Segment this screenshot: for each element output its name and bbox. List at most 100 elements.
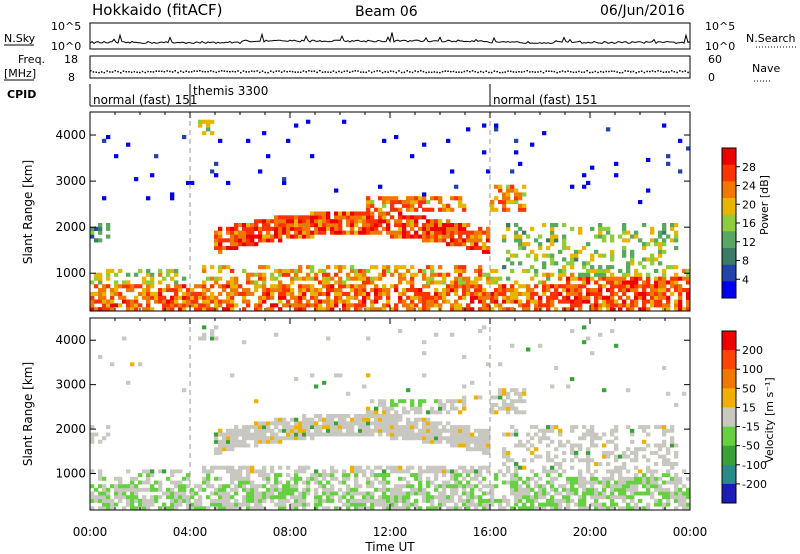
velocity-cell [282, 436, 287, 441]
velocity-cell [562, 450, 567, 455]
freq-point [635, 72, 637, 74]
power-cell [366, 268, 371, 274]
velocity-cell [446, 436, 451, 441]
velocity-cell [534, 473, 539, 478]
freq-point [395, 71, 397, 74]
colorbar-tick-label: 24 [742, 180, 756, 193]
power-cell [302, 307, 307, 312]
power-cell [346, 223, 351, 228]
velocity-cell [506, 454, 511, 459]
velocity-cell [294, 484, 299, 489]
power-cell [658, 276, 663, 281]
power-cell [422, 307, 427, 312]
velocity-cell [570, 329, 575, 334]
power-cell [342, 280, 347, 285]
velocity-cell [146, 469, 151, 474]
power-cell [686, 272, 691, 277]
velocity-cell [554, 498, 559, 503]
velocity-cell [242, 502, 247, 507]
velocity-cell [538, 491, 543, 496]
velocity-cell [458, 484, 463, 489]
velocity-cell [618, 473, 623, 478]
power-cell [462, 276, 467, 281]
power-cell [382, 272, 387, 277]
velocity-cell [486, 450, 491, 455]
power-cell [210, 284, 215, 289]
velocity-cell [474, 495, 479, 500]
power-cell [214, 276, 219, 281]
velocity-cell [298, 495, 303, 500]
velocity-cell [370, 414, 375, 418]
velocity-cell [610, 495, 615, 500]
velocity-cell [538, 487, 543, 492]
velocity-cell [410, 406, 415, 411]
power-cell [578, 272, 583, 277]
freq-point [253, 70, 256, 73]
freq-point [493, 70, 496, 72]
velocity-cell [534, 447, 539, 452]
velocity-cell [134, 495, 139, 500]
power-cell [502, 192, 507, 197]
velocity-cell [394, 502, 399, 507]
power-cell [482, 230, 487, 235]
power-cell [662, 238, 667, 243]
power-cell [354, 295, 359, 300]
power-cell [658, 295, 663, 300]
power-cell [354, 268, 359, 274]
power-cell [654, 276, 659, 281]
power-cell [282, 230, 287, 235]
velocity-cell [374, 473, 379, 478]
velocity-cell [130, 498, 135, 503]
velocity-cell [410, 402, 415, 407]
power-cell [294, 123, 299, 128]
velocity-cell [638, 491, 643, 496]
power-cell [506, 207, 511, 212]
velocity-cell [398, 469, 403, 474]
velocity-cell [378, 425, 383, 430]
power-cell [478, 230, 483, 235]
power-cell [506, 276, 511, 281]
velocity-cell [450, 473, 455, 478]
velocity-cell [486, 506, 491, 511]
power-cell [126, 272, 131, 277]
velocity-cell [558, 502, 563, 507]
freq-point [422, 70, 425, 73]
velocity-cell [330, 476, 335, 481]
power-cell [510, 307, 515, 312]
power-cell [118, 284, 123, 289]
power-cell [366, 200, 371, 205]
velocity-cell [650, 476, 655, 481]
velocity-cell [414, 491, 419, 496]
power-cell [390, 307, 395, 312]
freq-point [510, 70, 512, 73]
velocity-cell [486, 443, 491, 448]
power-cell [594, 272, 599, 277]
power-cell [438, 265, 443, 270]
velocity-cell [238, 432, 243, 437]
power-cell [418, 307, 423, 312]
power-cell [270, 276, 275, 281]
power-cell [578, 226, 583, 231]
velocity-cell [382, 480, 387, 485]
velocity-cell [102, 506, 107, 511]
velocity-cell [646, 432, 651, 437]
power-cell [374, 288, 379, 293]
power-cell [194, 307, 199, 312]
velocity-cell [310, 473, 315, 478]
velocity-cell [334, 414, 339, 418]
velocity-cell [438, 498, 443, 503]
velocity-cell [318, 425, 323, 430]
velocity-cell [578, 469, 583, 474]
velocity-cell [658, 487, 663, 492]
velocity-cell [634, 447, 639, 452]
freq-point [316, 71, 318, 74]
power-cell [350, 295, 355, 300]
velocity-cell [582, 487, 587, 492]
velocity-cell [586, 491, 591, 496]
power-cell [378, 276, 383, 281]
velocity-cell [670, 436, 675, 441]
power-cell [430, 219, 435, 224]
power-cell [546, 303, 551, 308]
velocity-cell [666, 502, 671, 507]
velocity-cell [278, 491, 283, 496]
